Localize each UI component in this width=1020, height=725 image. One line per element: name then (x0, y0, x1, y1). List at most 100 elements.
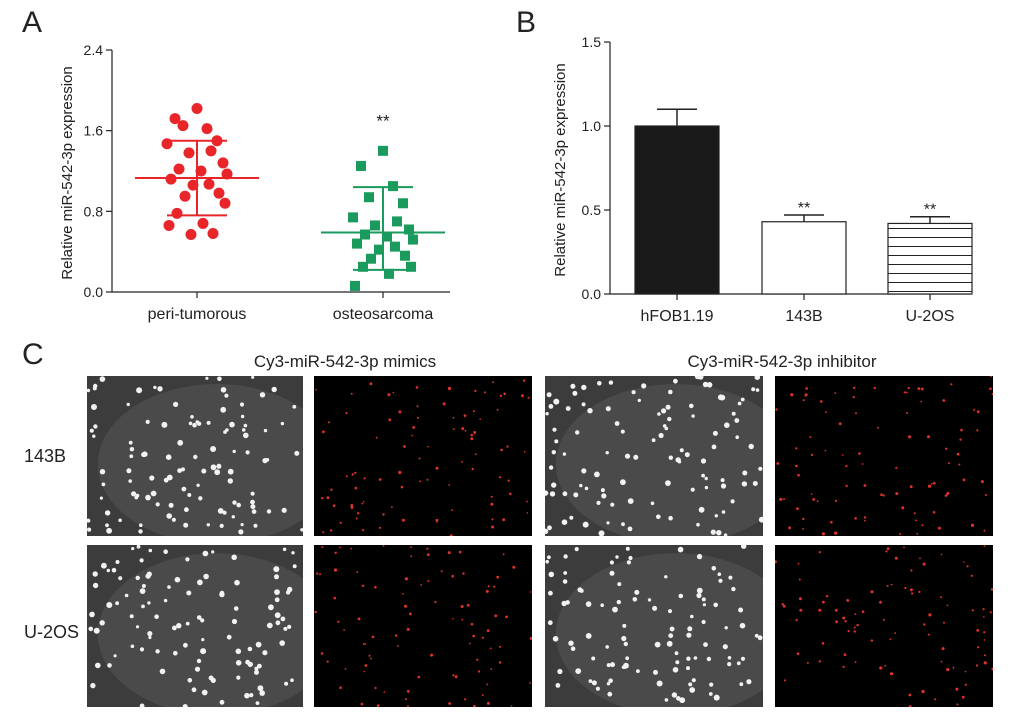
micro-cell (186, 590, 192, 596)
micro-cell (154, 614, 159, 619)
micro-cy3-signal (322, 430, 325, 434)
micro-cell (292, 404, 297, 409)
micro-cell (93, 627, 100, 634)
micro-cy3-signal (958, 463, 961, 466)
micro-cell (758, 466, 763, 471)
micro-cy3-signal (509, 492, 512, 496)
micro-cell (668, 515, 673, 521)
micro-cy3-signal (494, 614, 498, 618)
micro-cell (99, 376, 106, 382)
micro-cell (596, 500, 601, 505)
micro-cell (721, 510, 726, 514)
micro-cell (201, 638, 205, 642)
micro-cy3-signal (921, 524, 924, 527)
micro-cy3-signal (388, 418, 392, 422)
micro-cy3-signal (845, 465, 848, 468)
micro-cy3-signal (880, 493, 883, 496)
micro-cy3-signal (917, 387, 921, 390)
micro-cy3-signal (472, 634, 475, 638)
micro-cell (287, 586, 293, 593)
micro-cell (584, 486, 589, 491)
micro-cell (240, 414, 245, 419)
micro-cell (182, 704, 188, 707)
micro-cell (214, 469, 221, 476)
micro-cy3-signal (490, 495, 493, 498)
chart-b-xtick-label: U-2OS (906, 308, 955, 325)
micro-cy3-signal (798, 578, 801, 581)
micro-cell (201, 468, 207, 474)
micro-cy3-signal (983, 661, 987, 665)
chart-a-point-peri (165, 173, 177, 185)
micro-cy3-signal (447, 551, 451, 555)
micro-cell (202, 550, 209, 557)
micro-cell (106, 602, 113, 608)
chart-b-ylabel: Relative miR-542-3p expression (552, 63, 569, 276)
micro-cell (124, 593, 129, 598)
micro-cy3-signal (889, 672, 894, 676)
micro-cell (709, 682, 714, 687)
micro-cell (300, 528, 303, 532)
micro-cy3-signal (973, 408, 976, 411)
micro-cell (754, 376, 761, 380)
micro-cy3-signal (802, 399, 805, 402)
micro-cell (206, 420, 211, 425)
micro-cy3-signal (332, 504, 336, 507)
micro-cell (231, 515, 235, 519)
chart-a-point-osteo (348, 212, 358, 223)
micro-cy3-signal (931, 483, 933, 485)
micro-cell (145, 419, 150, 424)
micro-cy3-signal (426, 553, 430, 557)
micro-cy3-signal (398, 470, 402, 475)
micro-cell (713, 602, 718, 608)
micro-cell (673, 378, 678, 384)
micro-cell (701, 473, 705, 478)
micro-cell (573, 492, 579, 498)
micro-cell (87, 527, 92, 532)
chart-a-point-osteo (404, 224, 414, 235)
micro-cell (241, 428, 246, 432)
micro-cy3-signal (530, 591, 532, 593)
chart-a-ytick-label: 0.0 (84, 284, 104, 300)
micro-cell (716, 530, 722, 536)
micro-cell (274, 612, 281, 619)
micro-cy3-signal (946, 491, 950, 495)
micro-cy3-signal (326, 496, 330, 500)
chart-a-point-osteo (390, 241, 400, 252)
micro-cy3-signal (502, 518, 506, 522)
chart-a-point-peri (169, 113, 181, 125)
micro-cell (145, 573, 151, 579)
micro-cell (585, 633, 592, 639)
micro-cell (181, 467, 185, 472)
chart-a-point-osteo (388, 181, 398, 192)
micro-cy3-signal (834, 531, 838, 535)
micro-cy3-signal (451, 509, 453, 511)
micro-cell (274, 589, 280, 595)
chart-b-significance: ** (798, 200, 810, 217)
micro-cy3-signal (908, 435, 911, 439)
micro-cy3-signal (354, 486, 358, 490)
micro-cell (569, 515, 574, 520)
micro-cy3-signal (461, 460, 463, 463)
micro-cell (575, 668, 582, 674)
micro-cy3-signal (448, 702, 452, 705)
micro-cell (161, 421, 168, 428)
micro-cell (741, 545, 747, 549)
micro-cy3-signal (895, 492, 899, 496)
micro-cell (128, 440, 133, 445)
micro-cy3-signal (975, 664, 979, 667)
micro-cy3-signal (362, 500, 365, 503)
micro-cy3-signal (452, 618, 454, 620)
micro-cell (157, 386, 163, 392)
micro-cy3-signal (474, 453, 477, 456)
micro-cell (555, 683, 561, 688)
micro-143b-inhibitor-brightfield (545, 376, 763, 536)
micro-cell (698, 506, 705, 513)
micro-cy3-signal (403, 445, 406, 448)
micro-cell (631, 390, 636, 395)
micro-cy3-signal (448, 484, 451, 486)
micro-cy3-signal (470, 433, 473, 437)
micro-cy3-signal (858, 452, 861, 455)
micro-cy3-signal (802, 528, 804, 530)
micro-cell (222, 510, 227, 515)
micro-cy3-signal (486, 683, 489, 686)
